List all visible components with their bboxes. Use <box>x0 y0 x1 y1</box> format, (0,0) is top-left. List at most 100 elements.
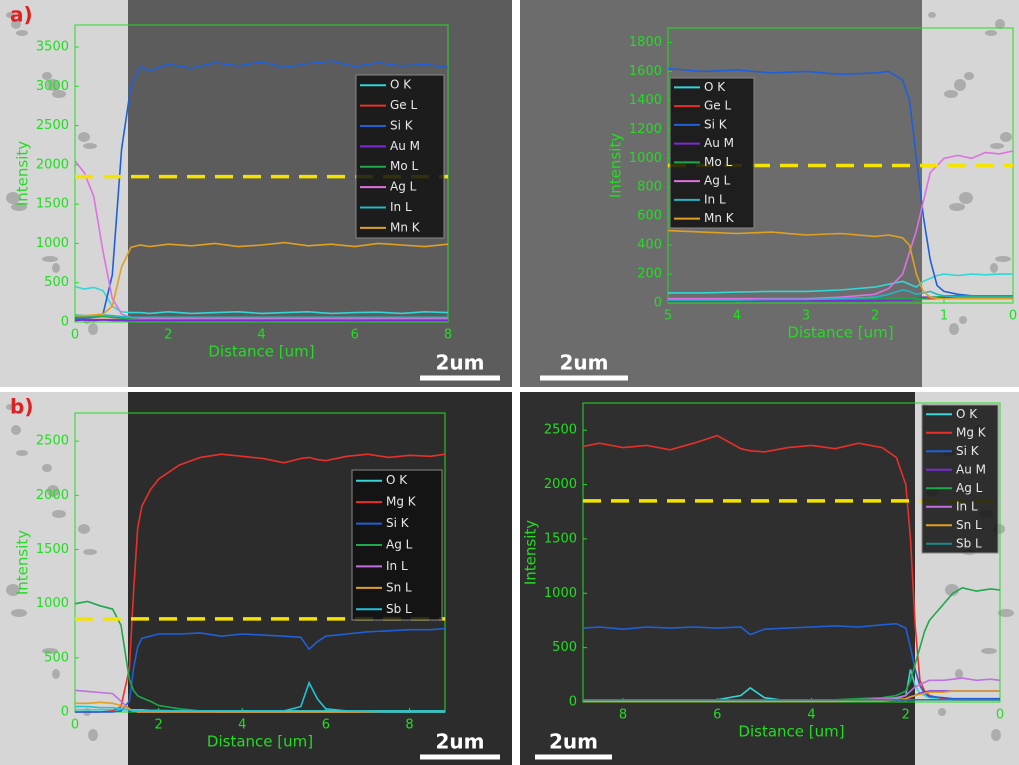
grain <box>990 263 998 273</box>
grain <box>78 524 90 534</box>
x-tick-label: 4 <box>807 708 815 723</box>
y-tick-label: 500 <box>44 650 69 665</box>
legend-label: Mo L <box>704 155 733 169</box>
legend-label: Si K <box>956 444 980 458</box>
legend-label: Sb L <box>386 602 412 616</box>
legend-label: Au M <box>704 136 734 150</box>
x-tick-label: 2 <box>871 309 879 324</box>
y-tick-label: 2500 <box>36 118 69 133</box>
x-tick-label: 3 <box>802 309 810 324</box>
grain <box>88 323 98 335</box>
legend-label: Au M <box>956 462 986 476</box>
panel-label: a) <box>10 3 33 27</box>
x-tick-label: 8 <box>444 328 452 343</box>
legend-label: Ag L <box>704 174 731 188</box>
y-tick-label: 1500 <box>36 197 69 212</box>
y-tick-label: 2000 <box>544 477 577 492</box>
y-tick-label: 500 <box>552 640 577 655</box>
grain <box>42 256 58 262</box>
y-tick-label: 0 <box>61 705 69 720</box>
grain <box>991 729 1001 741</box>
x-tick-label: 8 <box>619 708 627 723</box>
panel-label: b) <box>10 395 33 419</box>
x-tick-label: 6 <box>351 328 359 343</box>
scale-bar-label: 2um <box>560 351 609 375</box>
grain <box>16 30 28 36</box>
figure: 050010001500200025003000350002468Distanc… <box>0 0 1019 765</box>
legend-label: O K <box>704 80 726 94</box>
y-tick-label: 2000 <box>36 488 69 503</box>
legend-label: Mn K <box>704 211 735 225</box>
y-axis-label: Intensity <box>14 530 32 595</box>
grain <box>88 729 98 741</box>
x-axis-label: Distance [um] <box>207 733 313 751</box>
grain <box>954 79 966 91</box>
legend-label: Si K <box>386 516 410 530</box>
y-tick-label: 400 <box>637 238 662 253</box>
grain <box>981 648 997 654</box>
x-tick-label: 6 <box>713 708 721 723</box>
grain <box>959 316 967 324</box>
grain <box>16 450 28 456</box>
y-tick-label: 1500 <box>36 542 69 557</box>
y-axis-label: Intensity <box>522 520 540 585</box>
scale-bar-label: 2um <box>549 730 598 754</box>
x-tick-label: 2 <box>164 328 172 343</box>
legend-label: In L <box>704 192 726 206</box>
grain <box>83 549 97 555</box>
scale-bar-label: 2um <box>436 730 485 754</box>
legend-label: O K <box>390 78 412 92</box>
grain <box>949 323 959 335</box>
legend-label: Si K <box>390 118 414 132</box>
grain <box>11 425 21 435</box>
grain <box>985 30 997 36</box>
grain <box>949 203 965 211</box>
legend-label: Mg K <box>956 425 987 439</box>
grain <box>959 192 973 204</box>
y-tick-label: 3500 <box>36 40 69 55</box>
x-tick-label: 1 <box>940 309 948 324</box>
y-tick-label: 0 <box>61 315 69 330</box>
y-tick-label: 1000 <box>36 236 69 251</box>
grain <box>938 708 946 716</box>
legend-label: Mo L <box>390 159 419 173</box>
y-tick-label: 200 <box>637 267 662 282</box>
grain <box>78 132 90 142</box>
x-tick-label: 4 <box>733 309 741 324</box>
x-tick-label: 8 <box>405 718 413 733</box>
legend-label: Ag L <box>390 180 417 194</box>
legend-label: Mn K <box>390 220 421 234</box>
y-tick-label: 2000 <box>36 157 69 172</box>
grain <box>964 72 974 80</box>
y-tick-label: 500 <box>44 275 69 290</box>
y-tick-label: 2500 <box>544 423 577 438</box>
y-tick-label: 0 <box>569 695 577 710</box>
legend-label: Ag L <box>386 538 413 552</box>
legend-label: In L <box>390 200 412 214</box>
legend-label: In L <box>386 559 408 573</box>
legend-label: Ag L <box>956 481 983 495</box>
y-axis-label: Intensity <box>607 133 625 198</box>
y-tick-label: 0 <box>654 296 662 311</box>
legend-label: O K <box>386 473 408 487</box>
data-line <box>75 320 448 321</box>
grain <box>83 143 97 149</box>
grain <box>42 464 52 472</box>
grain <box>52 263 60 273</box>
x-axis-label: Distance [um] <box>738 723 844 741</box>
y-tick-label: 600 <box>637 209 662 224</box>
legend-label: Sn L <box>956 518 982 532</box>
grain <box>11 609 27 617</box>
grain <box>944 90 958 98</box>
y-tick-label: 3000 <box>36 79 69 94</box>
x-tick-label: 0 <box>71 328 79 343</box>
legend-label: Ge L <box>704 99 731 113</box>
y-tick-label: 1000 <box>544 586 577 601</box>
grain <box>1000 132 1012 142</box>
y-tick-label: 1500 <box>544 531 577 546</box>
scale-bar-label: 2um <box>436 351 485 375</box>
y-tick-label: 1000 <box>36 596 69 611</box>
y-tick-label: 2500 <box>36 434 69 449</box>
x-axis-label: Distance [um] <box>208 343 314 361</box>
x-tick-label: 4 <box>257 328 265 343</box>
